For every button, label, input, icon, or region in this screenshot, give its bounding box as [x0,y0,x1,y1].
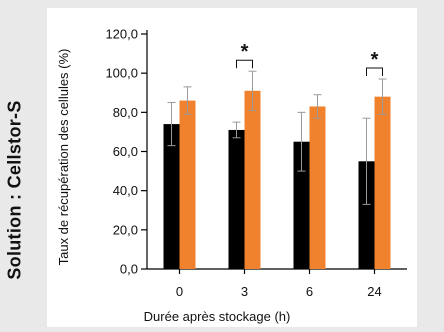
side-label: Solution : Cellstor-S [0,0,30,327]
bars [163,90,391,270]
bar [244,90,261,270]
x-tick-label: 6 [306,284,313,299]
y-axis-label: Taux de récupération des cellules (%) [56,49,71,266]
y-tick-label: 80,0 [113,105,138,120]
bar [309,106,326,269]
bar [163,124,180,269]
y-tick-label: 100,0 [105,66,138,81]
x-axis-label: Durée après stockage (h) [144,309,291,324]
side-label-text: Solution : Cellstor-S [4,100,25,280]
chart-card: 0,0 20,0 40,0 60,0 80,0 100,0 120,0 0 3 6 24 * * Ta… [47,8,417,327]
x-tick-label: 0 [176,284,183,299]
significance-label: * [241,41,249,63]
bar [293,141,310,269]
bar [179,100,196,269]
y-tick-label: 20,0 [113,222,138,237]
bar [228,129,245,269]
bar [358,161,375,269]
y-tick-label: 60,0 [113,144,138,159]
axes: 0,0 20,0 40,0 60,0 80,0 100,0 120,0 0 3 6 24 [105,27,407,299]
y-tick-label: 40,0 [113,183,138,198]
significance-bracket [236,59,253,69]
x-tick-label: 24 [367,284,381,299]
bar [374,96,391,270]
significance-markers: * * [236,41,383,77]
y-tick-label: 120,0 [105,27,138,42]
error-bars [167,70,387,205]
y-tick-label: 0,0 [120,262,138,277]
x-tick-label: 3 [241,284,248,299]
significance-bracket [366,67,383,77]
significance-label: * [371,49,379,71]
